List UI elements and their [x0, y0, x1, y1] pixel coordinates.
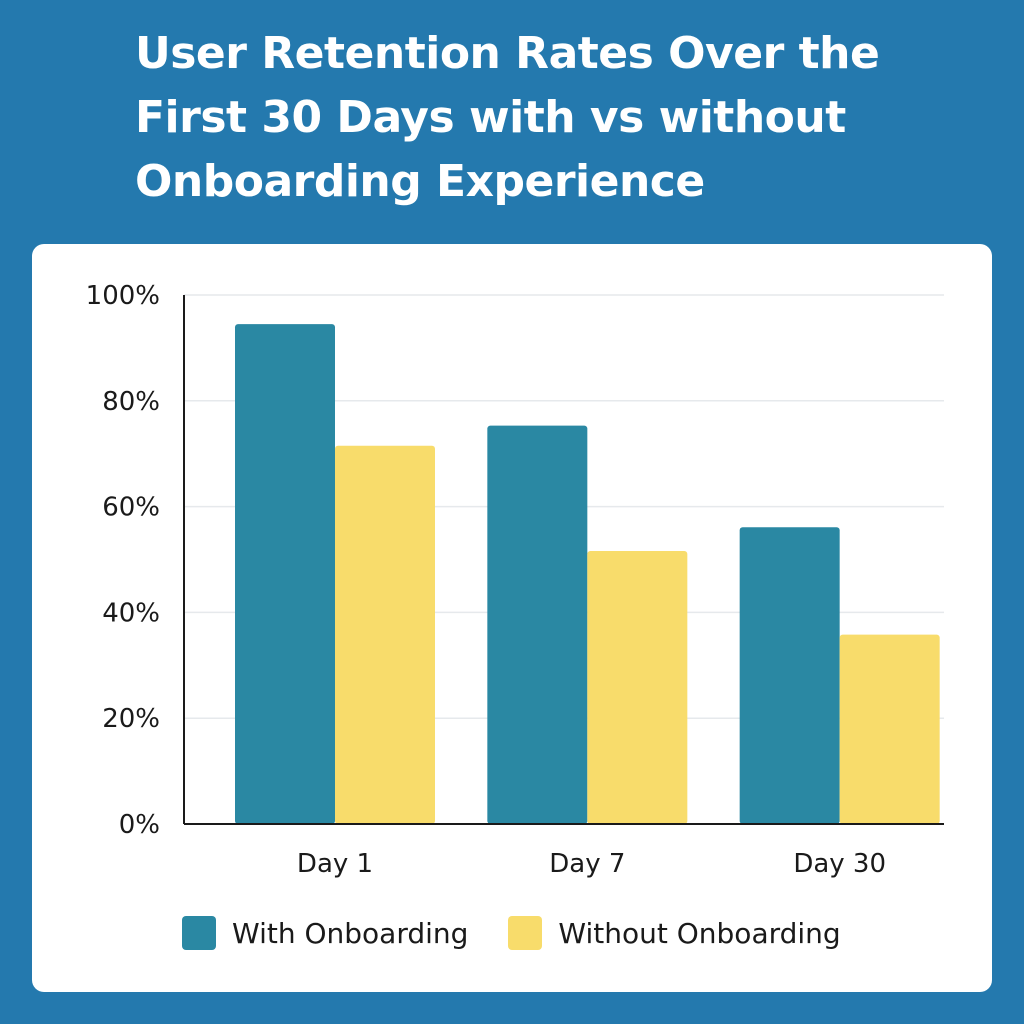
bar-with-onboarding-day-1	[235, 324, 335, 824]
legend-label-without-onboarding: Without Onboarding	[558, 916, 841, 950]
y-tick-label: 60%	[102, 493, 160, 523]
bar-without-onboarding-day-30	[839, 634, 940, 824]
bars	[235, 324, 940, 824]
legend: With Onboarding Without Onboarding	[182, 916, 841, 950]
x-tick-label: Day 7	[549, 849, 625, 879]
chart-title: User Retention Rates Over the First 30 D…	[135, 28, 880, 207]
chart-card: 0% 20% 40% 60% 80% 100% Day 1 Day 7 Day 30 With …	[32, 244, 992, 992]
x-tick-label: Day 30	[793, 849, 886, 879]
axes	[183, 295, 944, 825]
bar-with-onboarding-day-7	[487, 425, 588, 824]
legend-label-with-onboarding: With Onboarding	[232, 916, 469, 950]
legend-swatch-without-onboarding	[508, 916, 543, 950]
y-tick-label: 100%	[86, 281, 160, 311]
bar-without-onboarding-day-1	[335, 445, 435, 824]
tick-labels: 0% 20% 40% 60% 80% 100% Day 1 Day 7 Day 30	[86, 281, 886, 879]
y-tick-label: 0%	[119, 810, 160, 840]
y-tick-label: 40%	[102, 598, 160, 628]
legend-item-without-onboarding: Without Onboarding	[508, 916, 841, 950]
bar-with-onboarding-day-30	[739, 527, 840, 824]
bar-chart: 0% 20% 40% 60% 80% 100% Day 1 Day 7 Day 30	[86, 281, 944, 879]
y-tick-label: 20%	[102, 704, 160, 734]
x-tick-label: Day 1	[297, 849, 373, 879]
legend-item-with-onboarding: With Onboarding	[182, 916, 468, 950]
legend-swatch-with-onboarding	[182, 916, 216, 950]
y-tick-label: 80%	[102, 387, 160, 417]
bar-without-onboarding-day-7	[587, 551, 688, 824]
